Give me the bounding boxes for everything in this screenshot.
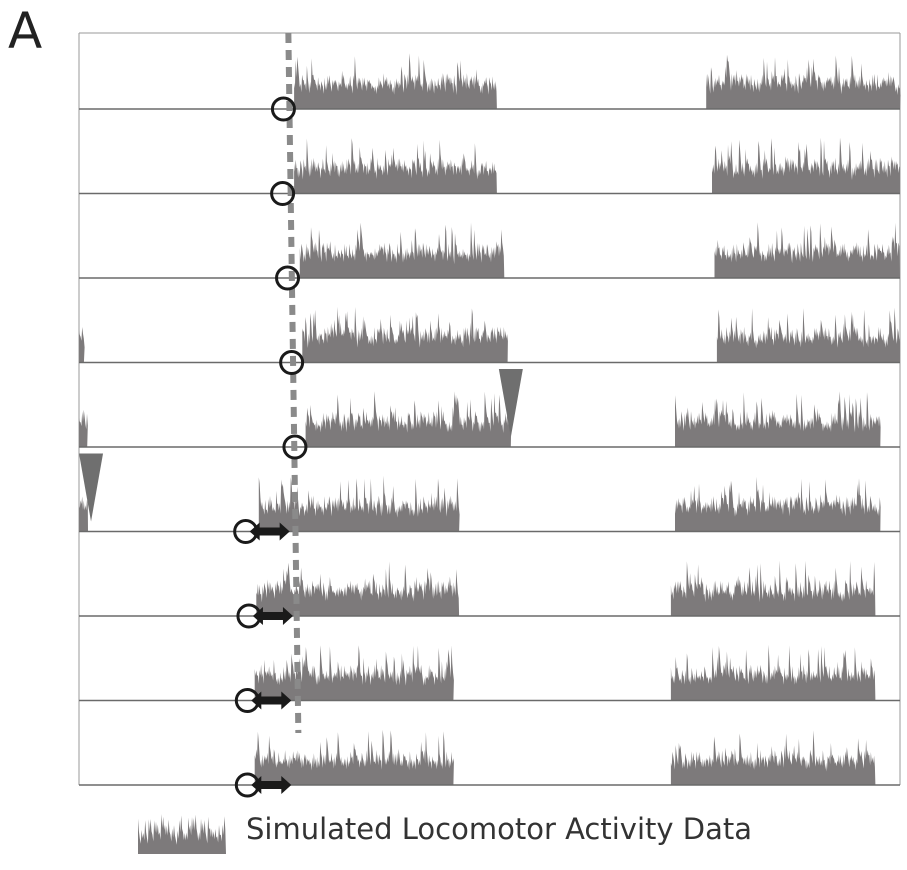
activity-bout-day2-1 xyxy=(294,138,497,194)
phase-shift-arrow-day8 xyxy=(251,691,292,710)
phase-shift-arrow-day9 xyxy=(251,776,292,794)
offset-arrowhead-day5 xyxy=(498,369,523,437)
activity-bout-day7-1 xyxy=(256,561,460,616)
activity-bout-day9-2 xyxy=(670,730,876,785)
activity-bout-day4-2 xyxy=(302,306,508,363)
phase-shift-arrow-day6 xyxy=(249,522,290,541)
activity-bout-day4-3 xyxy=(716,307,901,363)
activity-bout-day9-1 xyxy=(254,729,454,785)
activity-bout-day5-3 xyxy=(675,391,881,447)
activity-bout-day1-2 xyxy=(706,54,901,109)
activity-bout-day1-1 xyxy=(294,53,497,109)
activity-bout-day7-2 xyxy=(670,560,876,616)
activity-bout-day2-2 xyxy=(712,137,900,194)
offset-arrowhead-day6 xyxy=(79,453,104,522)
legend-label: Simulated Locomotor Activity Data xyxy=(246,812,752,846)
phase-shift-arrow-day7 xyxy=(252,607,293,625)
activity-bout-day6-3 xyxy=(675,476,881,532)
onset-marker-day4 xyxy=(279,350,305,375)
activity-bout-day4-1 xyxy=(79,327,85,363)
activity-bout-day5-1 xyxy=(79,409,88,447)
onset-marker-day1 xyxy=(270,96,296,122)
activity-bout-day3-1 xyxy=(299,222,505,278)
activity-bout-day8-2 xyxy=(670,644,876,701)
panel-label: A xyxy=(8,2,43,60)
activity-bout-day3-2 xyxy=(714,222,900,278)
onset-marker-day2 xyxy=(270,181,296,206)
onset-marker-day3 xyxy=(275,265,301,291)
reference-line xyxy=(285,32,302,734)
legend-swatch xyxy=(138,814,226,854)
activity-bout-day6-2 xyxy=(258,475,460,532)
onset-marker-day5 xyxy=(282,434,308,460)
activity-bout-day5-2 xyxy=(305,391,512,447)
activity-bout-day6-1 xyxy=(79,496,88,532)
activity-bout-day8-1 xyxy=(254,645,454,701)
